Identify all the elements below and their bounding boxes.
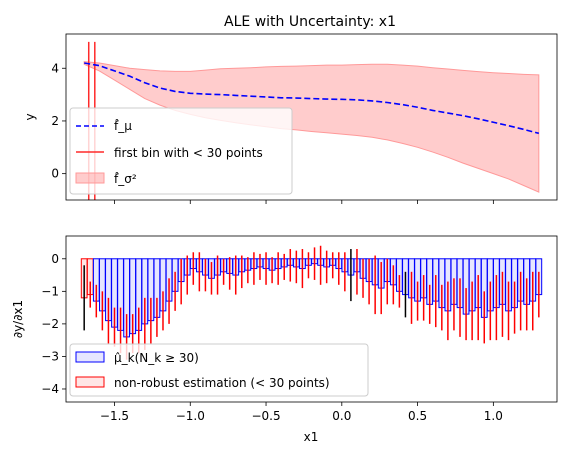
chart-title: ALE with Uncertainty: x1: [224, 14, 396, 30]
top-legend: f̂_μ first bin with < 30 points f̂_σ²: [69, 107, 293, 195]
bottom-y-tick-label: 0: [51, 252, 59, 266]
top-y-tick-label: 0: [51, 167, 59, 181]
bottom-x-tick-label: −0.5: [251, 409, 280, 423]
top-legend-box: [69, 107, 293, 195]
legend-robust-label: μ̂_k(N_k ≥ 30): [114, 351, 199, 365]
bottom-legend-box: [69, 343, 369, 397]
bottom-x-tick-label: −1.5: [100, 409, 129, 423]
legend-nonrobust-swatch: [75, 376, 105, 388]
bottom-y-tick-label: −3: [41, 349, 59, 363]
bottom-legend: μ̂_k(N_k ≥ 30) non-robust estimation (< …: [69, 343, 369, 397]
legend-bin-label: first bin with < 30 points: [114, 146, 263, 160]
bottom-x-tick-label: 0.0: [332, 409, 351, 423]
legend-mean-label: f̂_μ: [114, 119, 132, 133]
legend-robust-swatch: [75, 351, 105, 363]
bottom-x-axis-label: x1: [304, 430, 319, 444]
bottom-axis-ticks: 0 −1 −2 −3 −4 −1.5 −1.0 −0.5 0.0 0.5 1.0: [41, 252, 503, 423]
top-y-axis-label: y: [23, 113, 37, 120]
bottom-x-tick-label: 1.0: [484, 409, 503, 423]
bottom-y-tick-label: −2: [41, 317, 59, 331]
bottom-y-tick-label: −4: [41, 382, 59, 396]
bottom-y-tick-label: −1: [41, 284, 59, 298]
bottom-x-tick-label: 0.5: [408, 409, 427, 423]
legend-band-label: f̂_σ²: [114, 172, 137, 186]
top-y-tick-label: 4: [51, 61, 59, 75]
legend-nonrobust-label: non-robust estimation (< 30 points): [114, 376, 330, 390]
bottom-plot-area: [80, 245, 543, 360]
bottom-y-axis-label: ∂y/∂x1: [11, 300, 25, 338]
bottom-x-tick-label: −1.0: [176, 409, 205, 423]
top-axes-frame: [65, 33, 558, 201]
legend-band-swatch: [75, 172, 105, 184]
top-y-tick-label: 2: [51, 114, 59, 128]
top-axis-ticks: 0 2 4: [51, 61, 494, 204]
bottom-axes-frame: [65, 235, 558, 403]
